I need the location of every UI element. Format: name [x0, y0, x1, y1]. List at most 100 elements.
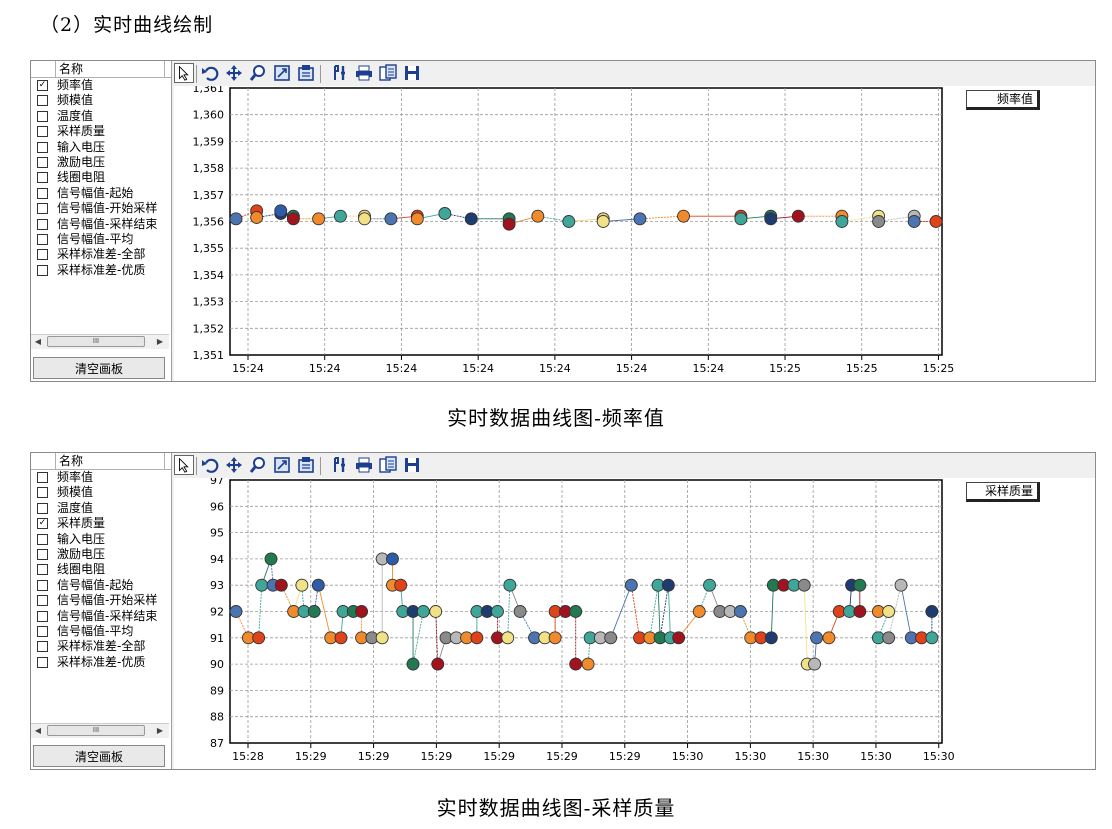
pointer-tool-button[interactable]: [174, 63, 194, 83]
series-item-11[interactable]: 采样标准差-全部: [31, 639, 171, 654]
series-item-12[interactable]: 采样标准差-优质: [31, 655, 171, 670]
zoom-fit-tool-button[interactable]: [296, 455, 316, 475]
clear-canvas-button[interactable]: 清空画板: [33, 357, 165, 379]
data-point[interactable]: [416, 605, 430, 618]
series-checkbox[interactable]: [37, 95, 48, 107]
series-item-6[interactable]: 线圈电阻: [31, 170, 171, 185]
data-point[interactable]: [431, 657, 445, 671]
data-point[interactable]: [764, 631, 778, 645]
data-point[interactable]: [295, 578, 309, 592]
series-checkbox[interactable]: [37, 579, 48, 591]
series-item-2[interactable]: 温度值: [31, 109, 171, 124]
series-checkbox[interactable]: [37, 187, 48, 199]
data-point[interactable]: [764, 212, 778, 226]
data-point[interactable]: [872, 215, 886, 228]
series-checkbox[interactable]: [37, 548, 48, 560]
series-item-0[interactable]: 频率值: [31, 470, 171, 485]
series-item-9[interactable]: 信号幅值-采样结束: [31, 609, 171, 624]
data-point[interactable]: [853, 578, 867, 592]
scroll-thumb[interactable]: III: [47, 725, 145, 736]
data-point[interactable]: [513, 605, 527, 618]
data-point[interactable]: [672, 631, 686, 645]
data-point[interactable]: [624, 578, 638, 592]
series-item-1[interactable]: 频模值: [31, 93, 171, 108]
series-checkbox[interactable]: [37, 625, 48, 637]
data-point[interactable]: [312, 212, 326, 226]
data-point[interactable]: [810, 631, 824, 645]
data-point[interactable]: [264, 552, 278, 566]
series-checkbox[interactable]: [37, 564, 48, 576]
data-point[interactable]: [677, 209, 690, 223]
data-point[interactable]: [229, 212, 243, 226]
copy-tool-button[interactable]: [378, 63, 398, 83]
data-point[interactable]: [925, 631, 939, 645]
data-point[interactable]: [703, 578, 716, 592]
series-checkbox[interactable]: [37, 264, 48, 276]
data-point[interactable]: [406, 657, 420, 671]
series-item-12[interactable]: 采样标准差-优质: [31, 263, 171, 278]
data-point[interactable]: [633, 212, 647, 226]
name-column-header[interactable]: 名称: [55, 61, 165, 77]
series-item-5[interactable]: 激励电压: [31, 547, 171, 562]
data-point[interactable]: [797, 578, 811, 592]
properties-tool-button[interactable]: [330, 63, 350, 83]
data-point[interactable]: [286, 212, 300, 226]
undo-tool-button[interactable]: [200, 63, 220, 83]
pointer-tool-button[interactable]: [174, 455, 194, 475]
series-item-6[interactable]: 线圈电阻: [31, 562, 171, 577]
data-point[interactable]: [334, 631, 348, 645]
data-point[interactable]: [734, 212, 748, 226]
series-item-2[interactable]: 温度值: [31, 501, 171, 516]
data-point[interactable]: [604, 631, 618, 645]
data-point[interactable]: [429, 605, 443, 618]
series-item-8[interactable]: 信号幅值-开始采样: [31, 593, 171, 608]
series-item-4[interactable]: 输入电压: [31, 140, 171, 155]
data-point[interactable]: [502, 217, 516, 231]
series-checkbox[interactable]: [37, 233, 48, 245]
data-point[interactable]: [808, 657, 821, 671]
data-point[interactable]: [229, 605, 243, 618]
series-checkbox[interactable]: [37, 218, 48, 230]
series-checkbox[interactable]: [37, 203, 48, 215]
series-checkbox[interactable]: [37, 156, 48, 168]
series-checkbox[interactable]: [37, 126, 48, 138]
data-point[interactable]: [470, 631, 484, 645]
data-point[interactable]: [250, 211, 264, 224]
name-column-header[interactable]: 名称: [55, 453, 165, 469]
series-item-3[interactable]: ✓ 采样质量: [31, 516, 171, 531]
data-point[interactable]: [255, 578, 269, 592]
print-tool-button[interactable]: [354, 455, 374, 475]
data-point[interactable]: [907, 215, 921, 228]
data-point[interactable]: [929, 215, 943, 228]
series-checkbox[interactable]: [37, 249, 48, 261]
save-tool-button[interactable]: [402, 455, 422, 475]
series-checkbox[interactable]: ✓: [37, 518, 48, 530]
move-tool-button[interactable]: [224, 455, 244, 475]
clear-canvas-button[interactable]: 清空画板: [33, 745, 165, 767]
scroll-thumb[interactable]: III: [47, 336, 145, 347]
data-point[interactable]: [925, 605, 939, 618]
series-checkbox[interactable]: [37, 472, 48, 483]
data-point[interactable]: [438, 207, 452, 220]
data-point[interactable]: [307, 605, 321, 618]
zoom-tool-button[interactable]: [248, 455, 268, 475]
series-checkbox[interactable]: [37, 172, 48, 184]
data-point[interactable]: [581, 657, 595, 671]
move-tool-button[interactable]: [224, 63, 244, 83]
data-point[interactable]: [375, 631, 389, 645]
data-point[interactable]: [562, 215, 576, 228]
data-point[interactable]: [569, 605, 583, 618]
series-checkbox[interactable]: [37, 502, 48, 514]
data-point[interactable]: [791, 209, 805, 223]
data-point[interactable]: [252, 631, 266, 645]
data-point[interactable]: [692, 605, 706, 618]
data-point[interactable]: [410, 212, 424, 226]
data-point[interactable]: [491, 605, 504, 618]
data-point[interactable]: [835, 215, 849, 228]
series-item-10[interactable]: 信号幅值-平均: [31, 624, 171, 639]
series-item-10[interactable]: 信号幅值-平均: [31, 232, 171, 247]
data-point[interactable]: [596, 215, 610, 228]
series-item-4[interactable]: 输入电压: [31, 532, 171, 547]
save-tool-button[interactable]: [402, 63, 422, 83]
series-item-7[interactable]: 信号幅值-起始: [31, 578, 171, 593]
